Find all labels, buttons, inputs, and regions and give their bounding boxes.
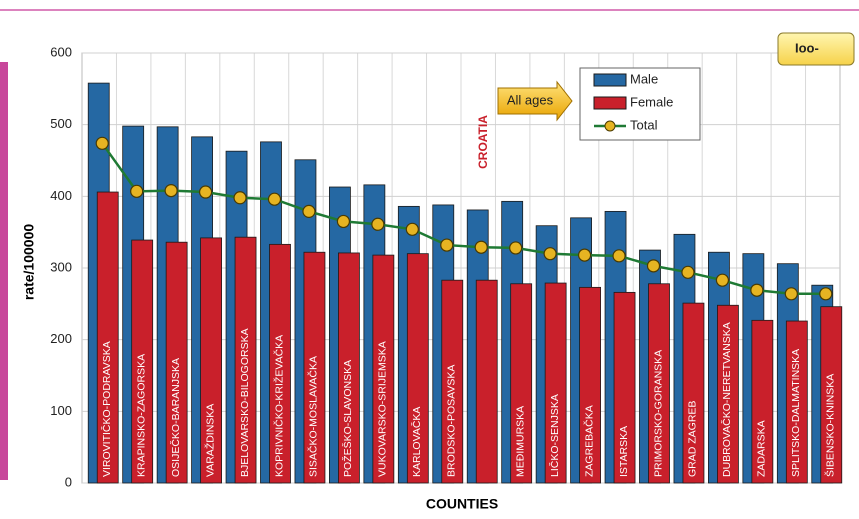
y-tick-label: 100 (50, 403, 72, 418)
legend-swatch (593, 96, 627, 110)
arrow-label: All ages (507, 92, 554, 107)
bar (785, 320, 808, 484)
bar (510, 283, 533, 484)
x-tick-label: PRIMORSKO-GORANSKA (652, 350, 664, 477)
x-tick-label: VIROVITIČKO-PODRAVSKA (100, 341, 113, 477)
legend-label: Female (630, 94, 673, 109)
marker (646, 259, 661, 273)
bar (751, 319, 774, 484)
x-tick-label: ISTARSKA (618, 426, 630, 477)
marker (509, 241, 523, 255)
bar (613, 291, 636, 484)
x-tick-label: KARLOVAČKA (410, 407, 423, 477)
legend-label: Total (630, 117, 658, 132)
x-tick-label: KOPRIVNIČKO-KRIŽEVAČKA (272, 335, 285, 477)
line (101, 142, 826, 296)
x-tick-label: SPLITSKO-DALMATINSKA (790, 349, 802, 477)
marker (233, 191, 247, 205)
legend-label: Male (630, 71, 658, 86)
x-tick-label: VUKOVARSKO-SRIJEMSKA (377, 341, 389, 477)
bar (475, 279, 498, 484)
marker (302, 204, 316, 218)
x-tick-label: MEĐIMURSKA (514, 406, 526, 477)
bar (406, 253, 429, 484)
annotation-arrow: All ages (497, 80, 573, 122)
bar (372, 254, 395, 484)
bar (682, 302, 705, 484)
y-tick-label: 400 (50, 188, 72, 203)
note-box (777, 32, 855, 66)
x-tick-label: BRODSKO-POSAVSKA (446, 365, 458, 477)
marker (95, 136, 109, 150)
x-tick-label: ŠIBENSKO-KNINSKA (824, 374, 837, 477)
x-tick-label: KRAPINSKO-ZAGORSKA (135, 354, 147, 477)
bar (820, 306, 843, 484)
x-tick-label: DUBROVAČKO-NERETVANSKA (720, 322, 733, 477)
marker (543, 247, 557, 261)
legend-swatch (593, 73, 627, 87)
bar (303, 251, 326, 484)
bar (96, 191, 119, 484)
x-tick-label: POŽEŠKO-SLAVONSKA (341, 360, 354, 477)
bar (338, 252, 360, 484)
x-axis-label: COUNTIES (426, 496, 498, 512)
bar (269, 243, 291, 484)
bar (131, 239, 154, 484)
x-tick-label: ZAGREBAČKA (582, 405, 595, 477)
bar (648, 283, 670, 484)
marker (405, 222, 419, 236)
x-tick-label: BJELOVARSKO-BILOGORSKA (239, 328, 251, 477)
marker (198, 185, 213, 199)
marker (819, 287, 833, 301)
plot: 0 100 200 300 400 500 600 VIROVITIČKO-PODRAVSKA… (50, 44, 843, 489)
legend-entries: Male Female Total (593, 71, 673, 132)
marker (750, 283, 764, 297)
marker (612, 249, 626, 263)
x-tick-label: ZADARSKA (756, 420, 768, 477)
arrow (497, 80, 573, 122)
marker (164, 184, 178, 198)
bar (544, 282, 567, 484)
bar (200, 237, 222, 484)
y-tick-label: 500 (50, 116, 72, 131)
x-tick-label: LIČKO-SENJSKA (548, 394, 561, 477)
x-tick-label: OSIJEČKO-BARANJSKA (169, 358, 182, 477)
marker (336, 214, 351, 229)
marker (474, 240, 488, 254)
marker (784, 287, 798, 301)
bar (234, 236, 257, 484)
bar (441, 279, 464, 484)
marker (267, 192, 282, 206)
legend-marker (604, 120, 616, 132)
y-tick-label: 600 (50, 44, 72, 59)
bar (165, 241, 188, 484)
y-tick-label: 0 (65, 474, 72, 489)
bar (717, 304, 739, 484)
marker (371, 217, 385, 231)
marker (577, 248, 592, 262)
country-label: CROATIA (476, 115, 490, 169)
x-tick-label: GRAD ZAGREB (687, 401, 699, 477)
note-text: Ioo- (795, 40, 819, 55)
y-tick-label: 200 (50, 331, 72, 346)
marker (715, 273, 730, 287)
x-tick-label: VARAŽDINSKA (203, 404, 216, 477)
y-axis-label: rate/100000 (21, 224, 37, 301)
side-bar (0, 62, 8, 480)
marker (681, 265, 695, 279)
marker (440, 238, 454, 252)
y-tick-label: 300 (50, 259, 72, 274)
bar (579, 286, 601, 484)
x-tick-label: SISAČKO-MOSLAVAČKA (307, 356, 320, 477)
marker (130, 184, 144, 198)
